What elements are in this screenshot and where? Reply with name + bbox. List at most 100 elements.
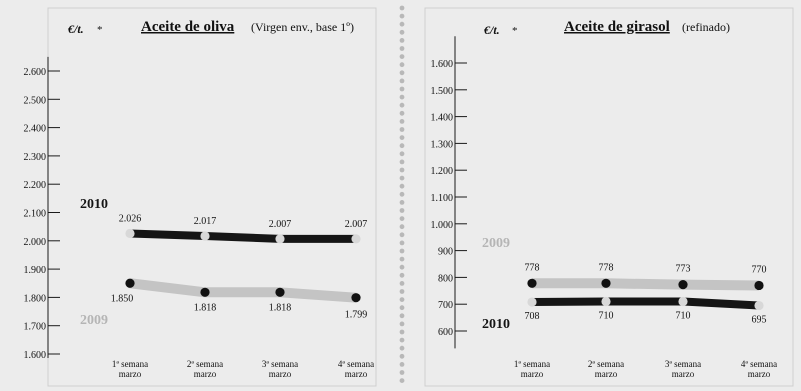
data-point-2010 — [601, 296, 611, 307]
x-tick-label: 1ª semana marzo — [112, 359, 148, 379]
divider-dot — [399, 289, 405, 294]
divider-dot — [399, 264, 405, 270]
data-point-2010 — [351, 234, 361, 244]
data-point-2009 — [601, 278, 611, 288]
data-point-2010 — [200, 231, 210, 241]
divider-dot — [399, 248, 405, 254]
divider-dot — [399, 29, 405, 35]
y-tick-label: 1.200 — [431, 166, 454, 177]
sunflower-series-lines — [531, 278, 760, 310]
sunflower-y-axis: 600 700 800 900 1.000 1.100 1.200 1.300 1.400 1.5… — [431, 36, 467, 349]
y-tick-label: 1.300 — [431, 139, 454, 150]
x-tick-label: 2ª semana marzo — [588, 359, 624, 379]
divider-dot — [399, 94, 405, 100]
data-label-2009: 1.818 — [269, 302, 292, 313]
data-point-2009 — [754, 280, 764, 291]
divider-dot — [399, 5, 405, 11]
x-tick-label: 3ª semana marzo — [665, 359, 701, 379]
divider-dot — [399, 127, 405, 132]
data-point-2010 — [678, 296, 688, 307]
olive-series-markers — [125, 228, 361, 303]
divider-dot — [399, 175, 405, 181]
divider-dot — [399, 143, 405, 149]
olive-series-lines — [129, 229, 357, 303]
sunflower-chart-subtitle: (refinado) — [682, 20, 730, 34]
divider-dot — [399, 281, 405, 286]
divider-dot — [399, 78, 405, 84]
right-panel-frame — [424, 7, 794, 387]
olive-unit-mark: * — [97, 24, 103, 36]
divider-dot — [399, 353, 405, 359]
data-label-2010: 708 — [525, 311, 540, 322]
olive-y-axis: 1.600 1.700 1.800 1.900 2.000 2.100 2.200 2.300… — [24, 56, 60, 361]
olive-chart-subtitle: (Virgen env., base 1º) — [251, 20, 354, 34]
data-point-2010 — [275, 234, 285, 244]
divider-dot — [399, 216, 405, 222]
y-tick-label: 2.100 — [24, 209, 47, 220]
divider-dot — [399, 54, 405, 59]
divider-dot — [399, 297, 405, 302]
divider-dot — [399, 191, 405, 197]
y-tick-label: 2.400 — [24, 124, 47, 135]
divider-dot — [399, 200, 405, 205]
y-tick-label: 2.000 — [24, 237, 47, 248]
divider-dot — [399, 232, 405, 238]
olive-x-axis-labels: 1ª semana marzo 2ª semana marzo 3ª semana mar… — [112, 359, 374, 379]
data-point-2009 — [351, 293, 361, 303]
olive-unit-label: €/t. — [67, 22, 84, 36]
data-label-2009: 778 — [599, 262, 614, 273]
y-tick-label: 2.600 — [24, 67, 47, 78]
y-tick-label: 700 — [438, 300, 453, 311]
sunflower-series-markers — [527, 278, 764, 311]
sunflower-legend-2009: 2009 — [482, 236, 510, 251]
y-tick-label: 2.500 — [24, 95, 47, 106]
divider-dot — [399, 240, 405, 246]
sunflower-oil-chart: €/t. * Aceite de girasol (refinado) 600 7… — [431, 19, 778, 379]
sunflower-legend-2010: 2010 — [482, 317, 510, 332]
data-label-2009: 1.818 — [194, 302, 217, 313]
divider-dot — [399, 321, 405, 327]
series-line-2010 — [129, 229, 356, 243]
data-label-2010: 2.026 — [119, 213, 142, 224]
data-point-2009 — [275, 287, 285, 297]
data-point-2009 — [678, 280, 688, 290]
data-point-2010 — [754, 300, 764, 311]
y-tick-label: 1.100 — [431, 193, 454, 204]
data-label-2010: 2.007 — [345, 219, 368, 230]
divider-dot — [399, 135, 405, 141]
divider-dot — [399, 13, 405, 19]
series-line-2009 — [532, 278, 760, 291]
divider-dot — [399, 362, 405, 367]
x-tick-label: 2ª semana marzo — [187, 359, 223, 379]
olive-legend-2010: 2010 — [80, 197, 108, 212]
y-tick-label: 1.000 — [431, 220, 454, 231]
sunflower-chart-title: Aceite de girasol — [564, 19, 670, 35]
y-tick-label: 2.200 — [24, 180, 47, 191]
data-label-2009: 770 — [752, 264, 767, 275]
divider-dot — [399, 21, 405, 27]
divider-dot — [399, 119, 405, 124]
divider-dot — [399, 224, 405, 230]
divider-dot — [399, 46, 405, 51]
divider-dot — [399, 329, 405, 335]
data-label-2010: 2.007 — [269, 219, 292, 230]
y-tick-label: 800 — [438, 273, 453, 284]
divider-dot — [399, 272, 405, 278]
olive-oil-chart: €/t. * Aceite de oliva (Virgen env., bas… — [24, 19, 375, 379]
sunflower-unit-label: €/t. — [483, 23, 500, 37]
data-label-2009: 778 — [525, 262, 540, 273]
divider-dot — [399, 313, 405, 319]
divider-dot — [399, 305, 405, 311]
data-point-2009 — [527, 278, 537, 288]
data-label-2010: 710 — [676, 311, 691, 322]
y-tick-label: 900 — [438, 247, 453, 258]
divider-dot — [399, 208, 405, 213]
data-label-2010: 695 — [752, 315, 767, 326]
divider-dot — [399, 62, 405, 68]
y-tick-label: 1.800 — [24, 293, 47, 304]
divider-dot — [399, 370, 405, 375]
y-tick-label: 1.700 — [24, 322, 47, 333]
y-tick-label: 1.600 — [431, 59, 454, 70]
data-label-2009: 1.799 — [345, 310, 368, 321]
